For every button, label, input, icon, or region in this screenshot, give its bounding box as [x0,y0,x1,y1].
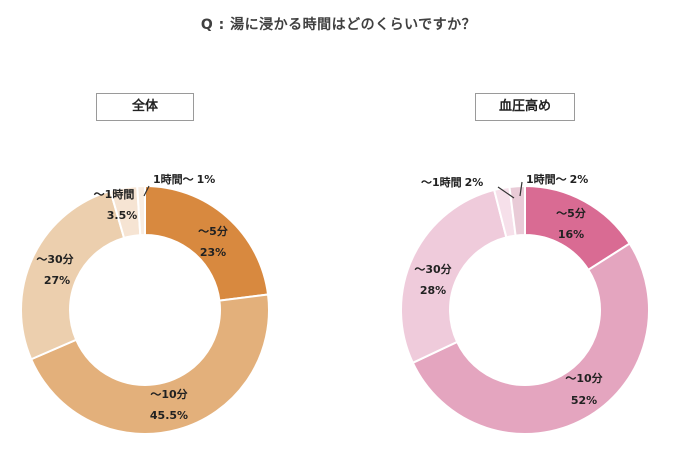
data-label-name-upto-1h: ～1時間 [94,187,135,201]
data-label-name-upto-5min: ～5分 [198,224,228,238]
panel-label-overall: 全体 [96,93,194,121]
slice-upto-5min-overall [144,184,270,302]
slice-over-1h-overall [136,184,146,237]
slice-over-1h-high-bp [508,184,526,237]
slice-upto-10min-overall [29,293,270,435]
data-label-value-upto-5min-right: 16% [558,228,584,241]
data-label-value-upto-30min: 27% [44,274,70,287]
data-label-over-1h: 1時間～ 1% [153,172,215,186]
data-label-over-1h-right: 1時間～ 2% [526,172,588,186]
data-label-value-upto-10min-right: 52% [571,394,597,407]
leader-line-over-1h [143,185,150,197]
data-label-name-upto-10min-right: ～10分 [565,371,602,385]
chart-title: Q : 湯に浸かる時間はどのくらいですか？ [200,17,477,33]
slice-upto-10min-high-bp [411,242,650,435]
data-label-name-upto-30min-right: ～30分 [414,262,451,276]
slice-upto-30min-high-bp [400,188,508,365]
data-label-value-upto-30min-right: 28% [420,284,446,297]
data-label-value-upto-10min: 45.5% [150,409,188,422]
data-label-name-upto-10min: ～10分 [150,387,187,401]
slice-upto-30min-overall [20,189,126,361]
leader-line-over-1h-right [519,181,523,197]
data-label-upto-1h-right: ～1時間 2% [421,175,483,189]
donut-chart-high-blood-pressure: ～1時間 2% 1時間～ 2% ～5分 16% ～30分 28% ～10分 52% [400,172,650,435]
data-label-value-upto-1h: 3.5% [107,209,138,222]
data-label-name-upto-30min: ～30分 [36,252,73,266]
panel-label-high-blood-pressure: 血圧高め [475,93,575,121]
leader-line-upto-1h [497,186,515,199]
donut-chart-overall: 1時間～ 1% ～1時間 3.5% ～5分 23% ～30分 27% ～10分 4… [20,172,270,435]
data-label-name-upto-5min-right: ～5分 [556,206,586,220]
data-label-value-upto-5min: 23% [200,246,226,259]
